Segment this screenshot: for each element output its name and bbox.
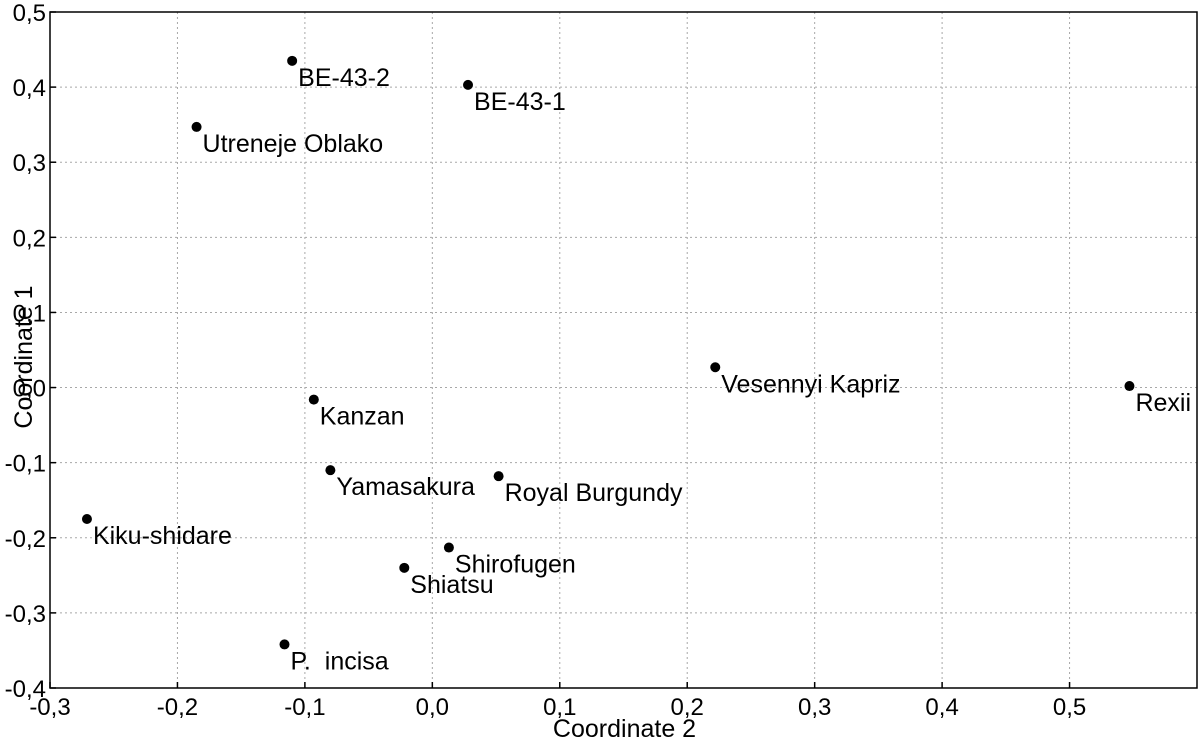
data-point <box>463 79 474 90</box>
data-point <box>279 639 290 650</box>
x-tick-label: 0,4 <box>925 694 958 721</box>
point-label: P. incisa <box>290 647 388 675</box>
y-tick-label: 0,3 <box>13 150 46 177</box>
data-point <box>325 465 336 476</box>
point-label: Utreneje Oblako <box>203 130 384 158</box>
point-label: Royal Burgundy <box>505 479 683 507</box>
x-axis-ticks: -0,3 -0,2 -0,1 0,0 0,1 0,2 0,3 0,4 0,5 <box>29 682 1086 721</box>
y-tick-label: 0,1 <box>13 300 46 327</box>
point-label: Shirofugen <box>455 551 576 579</box>
data-point <box>308 394 319 405</box>
x-tick-label: 0,2 <box>671 694 704 721</box>
point-label: Kanzan <box>320 403 405 431</box>
x-tick-label: 0,3 <box>798 694 831 721</box>
x-tick-label: -0,1 <box>284 694 325 721</box>
data-points: BE-43-2 BE-43-1 Utreneje Oblako Vesennyi Ka… <box>81 55 1191 675</box>
y-tick-label: -0,4 <box>5 676 46 703</box>
data-point <box>399 562 410 573</box>
x-tick-label: 0,0 <box>416 694 449 721</box>
plot-frame <box>49 11 1198 689</box>
x-axis-label: Coordinate 2 <box>553 715 696 741</box>
y-tick-label: 0,5 <box>13 0 46 27</box>
point-label: Kiku-shidare <box>93 522 232 550</box>
point-label: BE-43-1 <box>474 88 566 116</box>
data-point <box>493 471 504 482</box>
data-point <box>1124 381 1135 392</box>
data-point <box>443 542 454 553</box>
point-label: Yamasakura <box>336 473 475 501</box>
data-point <box>191 121 202 132</box>
data-point <box>81 514 92 524</box>
y-axis-ticks: -0,4 -0,3 -0,2 -0,1 0,0 0,1 0,2 0,3 0,4 0,5 <box>5 0 56 703</box>
point-label: Vesennyi Kapriz <box>721 370 900 398</box>
point-label: Shiatsu <box>410 571 493 599</box>
point-label: Rexii <box>1135 389 1191 417</box>
y-tick-label: 0,0 <box>13 376 46 403</box>
y-tick-label: -0,2 <box>5 526 46 553</box>
x-tick-label: 0,5 <box>1053 694 1086 721</box>
y-tick-label: -0,1 <box>5 451 46 478</box>
x-tick-label: -0,2 <box>157 694 198 721</box>
data-point <box>287 55 298 66</box>
y-axis-label: Coordinate 1 <box>10 285 38 428</box>
y-tick-label: 0,4 <box>13 75 46 102</box>
point-label: BE-43-2 <box>298 64 390 92</box>
y-tick-label: -0,3 <box>5 601 46 628</box>
data-point <box>710 362 721 373</box>
x-tick-label: 0,1 <box>543 694 576 721</box>
grid-lines <box>50 12 1197 688</box>
x-tick-label: -0,3 <box>29 694 70 721</box>
y-tick-label: 0,2 <box>13 225 46 252</box>
